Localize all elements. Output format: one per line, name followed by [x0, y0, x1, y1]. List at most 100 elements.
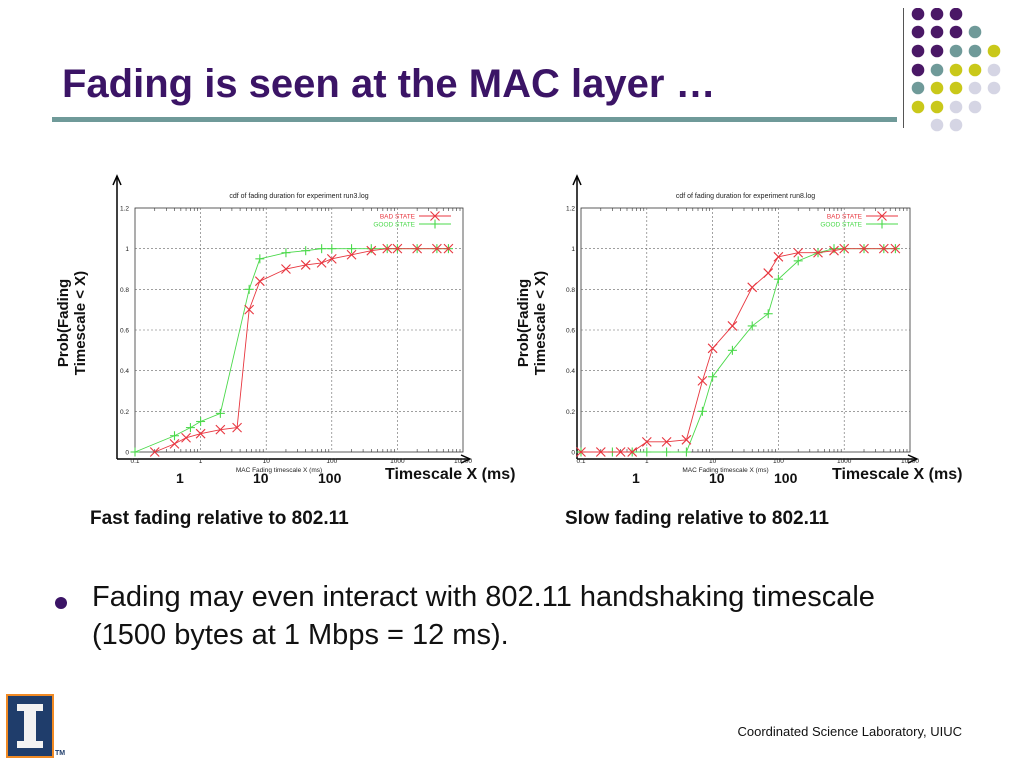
decorative-dot [987, 63, 1001, 77]
decorative-dot [949, 118, 963, 132]
trademark-mark: TM [55, 750, 66, 757]
x-marker [412, 243, 423, 254]
x-tick-label: 0.1 [576, 458, 585, 465]
decorative-dot [949, 25, 963, 39]
x-tick-label: 1000 [837, 458, 852, 465]
y-tick-label: 1.2 [120, 206, 129, 213]
x-axis-arrow [907, 454, 919, 464]
y-axis-arrow [112, 174, 122, 186]
decorative-dot [968, 63, 982, 77]
x-marker [169, 438, 180, 449]
decorative-dot [949, 8, 963, 21]
decorative-dot [949, 81, 963, 95]
x-marker [661, 436, 672, 447]
decorative-dot [930, 25, 944, 39]
y-tick-label: 0.6 [566, 328, 575, 335]
x-marker [244, 304, 255, 315]
decorative-dot [949, 100, 963, 114]
x-marker [326, 253, 337, 264]
x-marker [747, 282, 758, 293]
x-marker [232, 422, 242, 433]
x-marker [727, 321, 738, 331]
x-tick-label: 10000 [901, 458, 919, 465]
x-marker [829, 245, 839, 256]
legend-label: GOOD STATE [820, 221, 862, 228]
x-marker [432, 243, 442, 254]
bullet-text: Fading may even interact with 802.11 han… [92, 581, 875, 651]
decorative-dot [968, 100, 982, 114]
x-marker [878, 243, 889, 254]
x-marker [254, 276, 265, 287]
decorative-dot [987, 44, 1001, 58]
bullet-dot [55, 597, 67, 609]
decorative-dot [968, 44, 982, 58]
slide-title: Fading is seen at the MAC layer … [62, 62, 716, 106]
x-marker [382, 243, 393, 254]
y-tick-label: 0.2 [566, 409, 575, 416]
y-tick-label: 0 [125, 450, 129, 457]
university-logo [6, 694, 54, 758]
y-tick-label: 1.2 [566, 206, 575, 213]
x-marker [641, 436, 652, 447]
decorative-dot [930, 81, 944, 95]
decorative-dot [949, 44, 963, 58]
y-tick-label: 0.4 [566, 368, 575, 375]
footer-text: Coordinated Science Laboratory, UIUC [737, 724, 963, 739]
title-underline [52, 117, 897, 122]
x-tick-label: 0.1 [130, 458, 139, 465]
chart-title: cdf of fading duration for experiment ru… [229, 193, 368, 200]
y-tick-label: 0.2 [120, 409, 129, 416]
chart-x-label: MAC Fading timescale X (ms) [236, 467, 322, 474]
x-marker [627, 447, 638, 457]
x-marker [443, 243, 454, 254]
x-marker [697, 375, 708, 386]
legend-label: GOOD STATE [373, 221, 415, 228]
x-marker [195, 428, 206, 439]
x-marker [316, 258, 327, 268]
y-tick-label: 0.4 [120, 368, 129, 375]
chart-x-label: MAC Fading timescale X (ms) [682, 467, 768, 474]
decorative-dot [930, 100, 944, 114]
decorative-dot [911, 100, 925, 114]
y-tick-label: 0.6 [120, 328, 129, 335]
y-tick-label: 1 [571, 246, 575, 253]
block-i-icon [17, 704, 43, 748]
x-marker [281, 264, 291, 274]
decorative-dot [930, 63, 944, 77]
decorative-dot [911, 81, 925, 95]
decorative-dot [911, 25, 925, 39]
x-axis-label-left: Timescale X (ms) [385, 466, 516, 483]
x-marker [859, 243, 869, 254]
x-marker [793, 247, 804, 258]
y-axis-arrow [572, 174, 582, 186]
x-marker [366, 245, 377, 256]
y-tick-label: 1 [125, 246, 129, 253]
decorative-dot [911, 8, 925, 21]
legend-label: BAD STATE [380, 213, 416, 220]
x-marker [300, 260, 311, 270]
decorative-dot [930, 44, 944, 58]
x-tick-label: 100 [326, 458, 337, 465]
x-marker [681, 434, 692, 445]
x-marker [595, 447, 606, 457]
chart-title: cdf of fading duration for experiment ru… [676, 193, 815, 200]
decorative-dot [968, 81, 982, 95]
x-marker [877, 211, 887, 221]
tick-10-right: 10 [709, 470, 725, 486]
x-marker [763, 268, 774, 278]
x-axis-label-right: Timescale X (ms) [832, 466, 963, 483]
decorative-dot [968, 25, 982, 39]
tick-100-left: 100 [318, 470, 342, 486]
decorative-dot [949, 63, 963, 77]
tick-100-right: 100 [774, 470, 798, 486]
x-marker [181, 432, 191, 443]
decorative-dot [987, 81, 1001, 95]
x-tick-label: 1 [199, 458, 203, 465]
x-marker [890, 243, 901, 254]
x-marker [215, 424, 226, 435]
corner-divider [903, 8, 904, 128]
y-axis-label-right: Prob(Fading Timescale < X) [515, 270, 549, 376]
x-tick-label: 10000 [454, 458, 472, 465]
